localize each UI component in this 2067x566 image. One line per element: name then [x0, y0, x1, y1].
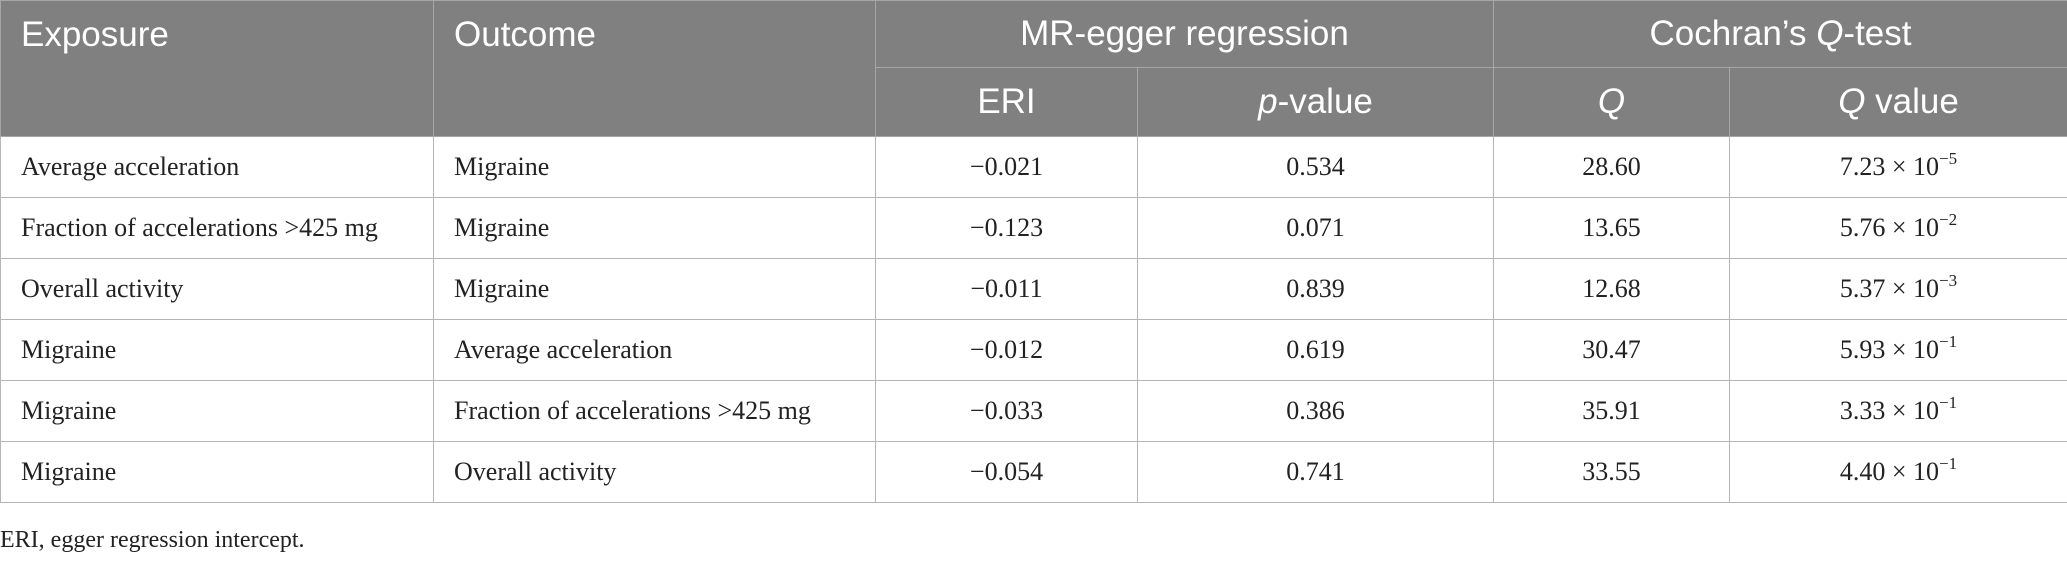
cell-exposure: Migraine [0, 380, 434, 442]
header-q: Q [1493, 67, 1730, 137]
cell-p-value: 0.619 [1137, 319, 1494, 381]
cell-outcome: Overall activity [433, 441, 876, 503]
cell-outcome: Migraine [433, 197, 876, 259]
q-value-base: 5.93 × 10 [1839, 335, 1940, 364]
cell-q-value: 5.93 × 10−1 [1728, 319, 2067, 381]
cell-q-value: 5.76 × 10−2 [1728, 197, 2067, 259]
header-p-value: p-value [1137, 67, 1494, 137]
table-row: Migraine Average acceleration −0.012 0.6… [0, 319, 2067, 381]
cell-outcome: Migraine [433, 136, 876, 198]
q-value-exponent: −5 [1939, 149, 1958, 168]
cell-outcome: Migraine [433, 258, 876, 320]
cell-outcome: Fraction of accelerations >425 mg [433, 380, 876, 442]
header-mr-egger-regression: MR-egger regression [875, 0, 1494, 68]
cell-eri: −0.054 [875, 441, 1138, 503]
table-header: Exposure Outcome MR-egger regression Coc… [0, 0, 2067, 137]
cell-q-value: 3.33 × 10−1 [1728, 380, 2067, 442]
header-q-value-rest: value [1865, 82, 1959, 121]
q-value-exponent: −2 [1939, 210, 1958, 229]
q-value-exponent: −3 [1939, 271, 1958, 290]
cell-q: 30.47 [1493, 319, 1730, 381]
cell-q: 33.55 [1493, 441, 1730, 503]
q-value-exponent: −1 [1939, 393, 1958, 412]
header-q-value-italic: Q [1838, 82, 1866, 121]
header-cochrans-q-test: Cochran’s Q-test [1492, 0, 2067, 68]
cell-outcome: Average acceleration [433, 319, 876, 381]
cell-exposure: Fraction of accelerations >425 mg [0, 197, 434, 259]
cell-eri: −0.011 [875, 258, 1138, 320]
cell-q: 28.60 [1493, 136, 1730, 198]
cell-p-value: 0.839 [1137, 258, 1494, 320]
header-eri: ERI [875, 67, 1138, 137]
cell-q: 12.68 [1493, 258, 1730, 320]
results-table-wrapper: Exposure Outcome MR-egger regression Coc… [0, 0, 2067, 503]
cell-q-value: 7.23 × 10−5 [1728, 136, 2067, 198]
q-value-base: 3.33 × 10 [1839, 396, 1940, 425]
q-value-exponent: −1 [1939, 454, 1958, 473]
q-value-base: 4.40 × 10 [1839, 457, 1940, 486]
cell-q-value: 4.40 × 10−1 [1728, 441, 2067, 503]
cell-p-value: 0.741 [1137, 441, 1494, 503]
table-row: Migraine Overall activity −0.054 0.741 3… [0, 441, 2067, 503]
cell-eri: −0.012 [875, 319, 1138, 381]
header-p-italic: p [1258, 82, 1278, 121]
q-value-base: 7.23 × 10 [1839, 152, 1940, 181]
header-cochrans-prefix: Cochran’s [1649, 14, 1817, 53]
cell-eri: −0.033 [875, 380, 1138, 442]
header-exposure: Exposure [0, 0, 434, 137]
cell-p-value: 0.071 [1137, 197, 1494, 259]
cell-exposure: Migraine [0, 441, 434, 503]
cell-eri: −0.123 [875, 197, 1138, 259]
table-row: Overall activity Migraine −0.011 0.839 1… [0, 258, 2067, 320]
header-cochrans-suffix: -test [1843, 14, 1912, 53]
header-cochrans-q: Q [1816, 14, 1844, 53]
table-row: Fraction of accelerations >425 mg Migrai… [0, 197, 2067, 259]
q-value-exponent: −1 [1939, 332, 1958, 351]
cell-p-value: 0.386 [1137, 380, 1494, 442]
header-p-rest: -value [1277, 82, 1373, 121]
table-row: Average acceleration Migraine −0.021 0.5… [0, 136, 2067, 198]
cell-p-value: 0.534 [1137, 136, 1494, 198]
cell-exposure: Overall activity [0, 258, 434, 320]
mr-sensitivity-table: Exposure Outcome MR-egger regression Coc… [0, 0, 2067, 503]
cell-q: 35.91 [1493, 380, 1730, 442]
cell-exposure: Average acceleration [0, 136, 434, 198]
cell-q: 13.65 [1493, 197, 1730, 259]
q-value-base: 5.76 × 10 [1839, 213, 1940, 242]
cell-exposure: Migraine [0, 319, 434, 381]
table-row: Migraine Fraction of accelerations >425 … [0, 380, 2067, 442]
q-value-base: 5.37 × 10 [1839, 274, 1940, 303]
table-body: Average acceleration Migraine −0.021 0.5… [0, 136, 2067, 503]
header-outcome: Outcome [433, 0, 876, 137]
header-q-value: Q value [1728, 67, 2067, 137]
table-footnote: ERI, egger regression intercept. [0, 527, 305, 553]
cell-eri: −0.021 [875, 136, 1138, 198]
cell-q-value: 5.37 × 10−3 [1728, 258, 2067, 320]
